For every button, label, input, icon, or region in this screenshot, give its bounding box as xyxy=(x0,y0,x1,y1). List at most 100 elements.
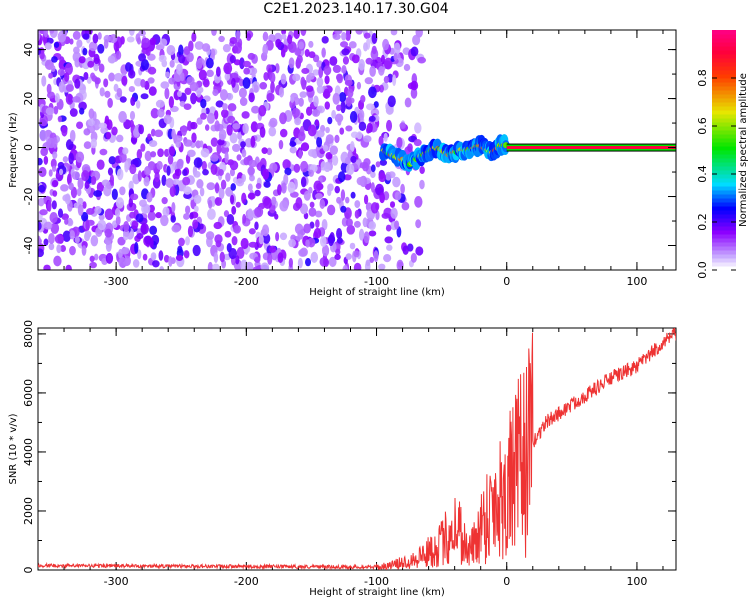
heatmap-noise-cell xyxy=(59,56,65,66)
heatmap-noise-cell xyxy=(124,160,129,173)
heatmap-noise-cell xyxy=(144,166,151,176)
heatmap-noise-cell xyxy=(336,196,342,204)
colorbar-segment xyxy=(712,74,736,79)
heatmap-noise-cell xyxy=(323,65,332,76)
heatmap-noise-cell xyxy=(159,38,168,47)
heatmap-noise-cell xyxy=(225,172,231,182)
heatmap-noise-cell xyxy=(339,41,349,48)
heatmap-noise-cell xyxy=(230,194,235,205)
heatmap-noise-cell xyxy=(292,73,301,82)
heatmap-noise-cell xyxy=(119,96,127,103)
heatmap-noise-cell xyxy=(329,56,338,66)
heatmap-noise-cell xyxy=(263,181,271,188)
heatmap-noise-cell xyxy=(261,224,270,237)
colorbar-segment xyxy=(712,150,736,155)
heatmap-noise-cell xyxy=(368,115,376,122)
heatmap-noise-cell xyxy=(363,194,369,205)
heatmap-noise-cell xyxy=(362,161,369,172)
heatmap-noise-cell xyxy=(385,171,392,181)
heatmap-noise-cell xyxy=(350,155,357,163)
heatmap-noise-cell xyxy=(239,97,248,107)
heatmap-noise-cell xyxy=(345,196,350,204)
heatmap-noise-cell xyxy=(142,253,148,261)
heatmap-noise-cell xyxy=(97,43,105,54)
heatmap-noise-cell xyxy=(88,108,95,119)
heatmap-noise-cell xyxy=(145,47,151,56)
heatmap-noise-cell xyxy=(242,123,249,134)
heatmap-noise-cell xyxy=(414,196,423,208)
heatmap-noise-cell xyxy=(287,43,294,50)
heatmap-noise-cell xyxy=(86,76,92,84)
heatmap-noise-cell xyxy=(309,201,315,208)
heatmap-noise-cell xyxy=(130,193,139,201)
heatmap-noise-cell xyxy=(228,248,237,260)
heatmap-noise-cell xyxy=(332,33,341,40)
heatmap-noise-cell xyxy=(415,246,424,256)
snr-y-axis-label: SNR (10 * v/v) xyxy=(8,413,19,484)
heatmap-noise-cell xyxy=(78,56,86,64)
heatmap-noise-cell xyxy=(231,236,238,246)
heatmap-noise-cell xyxy=(38,47,41,56)
heatmap-noise-cell xyxy=(123,229,130,237)
colorbar-segment xyxy=(712,106,736,111)
heatmap-noise-cell xyxy=(108,72,116,82)
heatmap-noise-cell xyxy=(52,190,58,197)
heatmap-noise-cell xyxy=(189,212,194,220)
heatmap-noise-cell xyxy=(300,160,309,173)
heatmap-x-tick-label: -200 xyxy=(234,275,259,288)
heatmap-noise-cell xyxy=(386,119,393,132)
heatmap-noise-cell xyxy=(69,129,76,142)
heatmap-noise-cell xyxy=(383,75,390,84)
heatmap-noise-cell xyxy=(62,194,71,202)
heatmap-noise-cell xyxy=(345,163,355,176)
heatmap-noise-cell xyxy=(178,54,186,64)
heatmap-noise-cell xyxy=(344,156,351,165)
heatmap-noise-cell xyxy=(200,98,207,109)
heatmap-noise-cell xyxy=(348,41,357,49)
heatmap-noise-cell xyxy=(129,164,137,175)
heatmap-y-axis-label: Frequency (Hz) xyxy=(8,112,19,188)
heatmap-frame xyxy=(37,29,677,271)
heatmap-noise-cell xyxy=(107,97,113,108)
heatmap-noise-cell xyxy=(379,159,388,166)
heatmap-noise-cell xyxy=(128,69,136,79)
heatmap-noise-cell xyxy=(248,228,256,235)
heatmap-noise-cell xyxy=(38,30,41,42)
heatmap-noise-cell xyxy=(247,166,255,176)
heatmap-noise-cell xyxy=(154,129,164,138)
heatmap-noise-cell xyxy=(366,126,371,134)
heatmap-noise-cell xyxy=(117,236,126,246)
heatmap-noise-cell xyxy=(214,110,219,120)
heatmap-noise-cell xyxy=(252,266,262,270)
heatmap-noise-cell xyxy=(316,85,324,94)
heatmap-noise-cell xyxy=(214,182,220,194)
heatmap-noise-cell xyxy=(59,245,67,252)
heatmap-noise-cell xyxy=(269,245,277,253)
heatmap-noise-cell xyxy=(141,37,151,48)
heatmap-noise-cell xyxy=(262,31,269,42)
heatmap-noise-cell xyxy=(107,167,114,176)
heatmap-noise-cell xyxy=(79,83,87,95)
heatmap-noise-cell xyxy=(279,200,289,212)
heatmap-noise-cell xyxy=(332,64,342,74)
heatmap-noise-cell xyxy=(49,211,58,224)
heatmap-noise-cell xyxy=(65,93,74,105)
colorbar-segment xyxy=(712,186,736,191)
colorbar-segment xyxy=(712,262,736,267)
heatmap-noise-cell xyxy=(175,254,184,262)
heatmap-noise-cell xyxy=(358,121,367,132)
heatmap-noise-cell xyxy=(183,186,192,195)
heatmap-noise-cell xyxy=(75,151,85,163)
heatmap-noise-cell xyxy=(166,165,171,176)
colorbar-segment xyxy=(712,146,736,151)
heatmap-noise-cell xyxy=(128,30,135,36)
colorbar-segment xyxy=(712,102,736,107)
heatmap-noise-cell xyxy=(305,106,313,116)
heatmap-noise-cell xyxy=(300,76,306,87)
heatmap-noise-cell xyxy=(192,244,201,257)
heatmap-noise-cell xyxy=(365,57,373,65)
colorbar-segment xyxy=(712,138,736,143)
heatmap-noise-cell xyxy=(370,182,375,193)
heatmap-noise-cell xyxy=(412,34,421,46)
heatmap-noise-cell xyxy=(238,87,247,98)
